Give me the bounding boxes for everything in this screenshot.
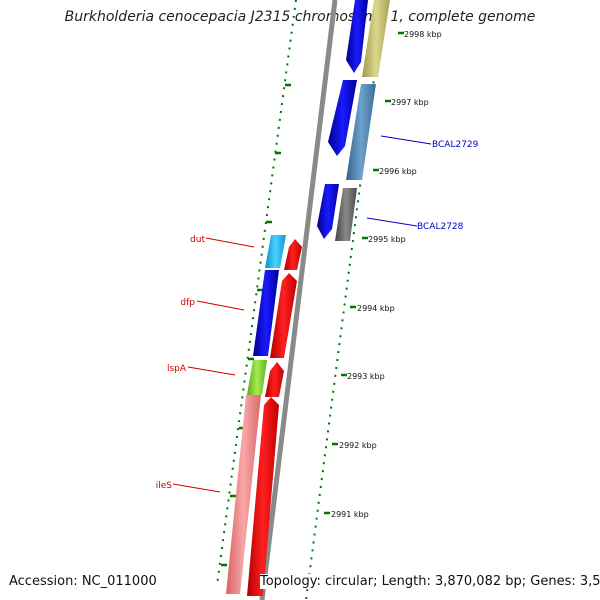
- cds-feature[interactable]: [317, 184, 339, 239]
- forward-strand-features: [317, 0, 390, 241]
- gene-label-iles[interactable]: ileS: [156, 481, 173, 491]
- cds-feature[interactable]: [270, 273, 297, 358]
- gene-feature[interactable]: [253, 270, 279, 356]
- tick-label: 2997 kbp: [391, 98, 429, 107]
- scale-ticks: 2998 kbp 2997 kbp 2996 kbp 2995 kbp 2994…: [324, 30, 442, 519]
- label-leader: [366, 217, 418, 227]
- tick-label: 2998 kbp: [404, 30, 442, 39]
- gene-feature[interactable]: [335, 188, 357, 241]
- outer-scale-ring: [305, 9, 384, 600]
- accession-label: Accession: NC_011000: [9, 574, 157, 589]
- label-leader: [380, 135, 432, 145]
- reverse-strand-features: [226, 235, 302, 596]
- gene-labels: dut dfp lspA ileS BCAL2729 BCAL2728: [156, 135, 479, 493]
- label-leader: [187, 366, 236, 376]
- gene-feature[interactable]: [226, 395, 261, 594]
- label-leader: [205, 237, 255, 248]
- tick-label: 2995 kbp: [368, 235, 406, 244]
- cds-feature[interactable]: [284, 239, 302, 270]
- gene-label-lspa[interactable]: lspA: [167, 364, 187, 374]
- cds-feature[interactable]: [265, 362, 284, 397]
- genome-summary: Topology: circular; Length: 3,870,082 bp…: [260, 574, 600, 589]
- label-leader: [196, 300, 245, 311]
- gene-feature[interactable]: [346, 84, 376, 180]
- label-leader: [172, 483, 221, 493]
- tick-label: 2994 kbp: [357, 304, 395, 313]
- cds-feature[interactable]: [328, 80, 357, 156]
- map-title: Burkholderia cenocepacia J2315 chromosom…: [64, 9, 536, 25]
- gene-label-dut[interactable]: dut: [190, 235, 205, 245]
- cds-feature[interactable]: [346, 0, 368, 73]
- gene-feature[interactable]: [247, 360, 267, 395]
- gene-label-bcal2728[interactable]: BCAL2728: [417, 222, 464, 232]
- gene-label-bcal2729[interactable]: BCAL2729: [432, 140, 479, 150]
- gene-feature[interactable]: [265, 235, 286, 268]
- tick-label: 2993 kbp: [347, 372, 385, 381]
- tick-label: 2992 kbp: [339, 441, 377, 450]
- tick-label: 2996 kbp: [379, 167, 417, 176]
- gene-label-dfp[interactable]: dfp: [180, 298, 195, 308]
- inner-ring-ticks: [221, 83, 291, 567]
- tick-label: 2991 kbp: [331, 510, 369, 519]
- genome-backbone: [259, 0, 338, 600]
- gene-feature[interactable]: [362, 0, 390, 77]
- cds-feature[interactable]: [247, 397, 279, 596]
